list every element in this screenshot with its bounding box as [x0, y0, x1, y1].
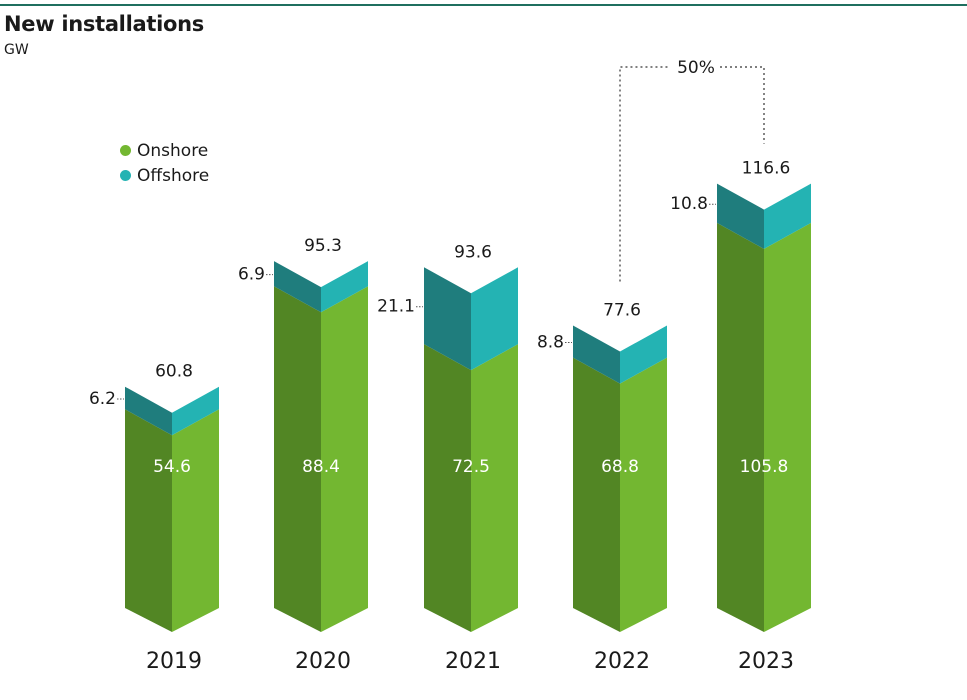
offshore-bar-right-2021 [471, 267, 518, 371]
year-label-2020: 2020 [295, 649, 351, 674]
offshore-value-label-2020: 6.9 [238, 265, 265, 285]
onshore-value-label-2019: 54.6 [153, 457, 191, 477]
onshore-bar-left-2023 [717, 222, 764, 632]
onshore-value-label-2022: 68.8 [601, 457, 639, 477]
chart-unit: GW [4, 42, 29, 58]
onshore-value-label-2023: 105.8 [740, 457, 789, 477]
onshore-bar-left-2019 [125, 409, 172, 632]
offshore-value-label-2021: 21.1 [377, 297, 415, 317]
offshore-bar-right-2020 [321, 261, 368, 313]
offshore-bar-left-2020 [274, 261, 321, 313]
year-label-2023: 2023 [738, 649, 794, 674]
legend-item-onshore: Onshore [120, 138, 209, 163]
onshore-bar-right-2022 [620, 357, 667, 632]
onshore-value-label-2021: 72.5 [452, 457, 490, 477]
onshore-bar-right-2021 [471, 344, 518, 632]
onshore-bar-left-2021 [424, 344, 471, 632]
onshore-value-label-2020: 88.4 [302, 457, 340, 477]
legend-label-offshore: Offshore [137, 165, 210, 186]
offshore-bar-right-2019 [172, 386, 219, 436]
chart-title: New installations [4, 12, 204, 36]
top-rule [0, 4, 967, 6]
total-value-label-2020: 95.3 [304, 236, 342, 256]
offshore-bar-right-2023 [764, 183, 811, 249]
total-value-label-2019: 60.8 [155, 362, 193, 382]
year-label-2021: 2021 [445, 649, 501, 674]
offshore-value-label-2023: 10.8 [670, 194, 708, 214]
onshore-bar-right-2019 [172, 409, 219, 632]
offshore-bar-left-2022 [573, 325, 620, 384]
total-value-label-2023: 116.6 [742, 159, 791, 179]
offshore-value-label-2022: 8.8 [537, 333, 564, 353]
year-label-2019: 2019 [146, 649, 202, 674]
offshore-bar-left-2023 [717, 183, 764, 249]
legend-item-offshore: Offshore [120, 163, 209, 188]
offshore-bar-right-2022 [620, 325, 667, 384]
offshore-bar-left-2019 [125, 386, 172, 436]
offshore-value-label-2019: 6.2 [89, 389, 116, 409]
growth-annotation-label: 50% [677, 58, 715, 78]
onshore-bar-right-2020 [321, 286, 368, 632]
year-label-2022: 2022 [594, 649, 650, 674]
growth-bracket-right [720, 66, 765, 144]
legend-swatch-onshore [120, 145, 131, 156]
legend: Onshore Offshore [120, 138, 209, 188]
total-value-label-2021: 93.6 [454, 242, 492, 262]
onshore-bar-left-2020 [274, 286, 321, 632]
total-value-label-2022: 77.6 [603, 301, 641, 321]
legend-swatch-offshore [120, 170, 131, 181]
legend-label-onshore: Onshore [137, 140, 209, 161]
offshore-bar-left-2021 [424, 267, 471, 371]
onshore-bar-right-2023 [764, 222, 811, 632]
onshore-bar-left-2022 [573, 357, 620, 632]
growth-bracket-left [619, 66, 670, 282]
